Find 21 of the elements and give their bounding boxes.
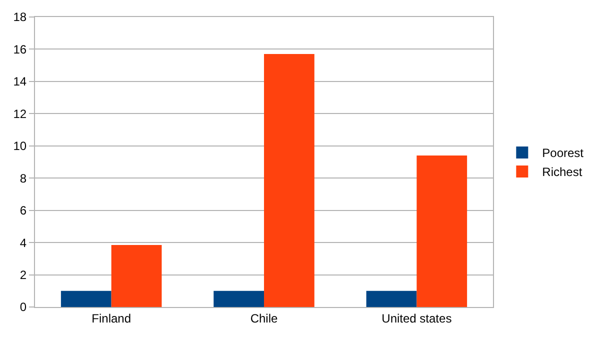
legend-label: Richest [542,165,583,180]
x-tick-label: United states [382,311,452,326]
bar [111,244,162,307]
x-tick-label: Chile [250,311,278,326]
bar [264,54,314,307]
y-tick-label: 4 [20,236,27,250]
y-tick-label: 14 [13,74,27,89]
x-tick-label: Finland [92,311,132,326]
y-tick-label: 10 [13,139,27,154]
y-tick-label: 2 [20,268,27,282]
y-tick-label: 12 [13,106,27,121]
bar [366,290,417,307]
y-tick-label: 18 [13,10,27,24]
y-tick-label: 6 [20,204,27,218]
bar [60,290,112,307]
bar [416,156,468,307]
bar [214,290,264,307]
y-tick-label: 16 [13,42,27,56]
y-tick-label: 8 [20,171,27,186]
legend-label: Poorest [542,146,584,160]
y-tick-label: 0 [20,300,27,314]
